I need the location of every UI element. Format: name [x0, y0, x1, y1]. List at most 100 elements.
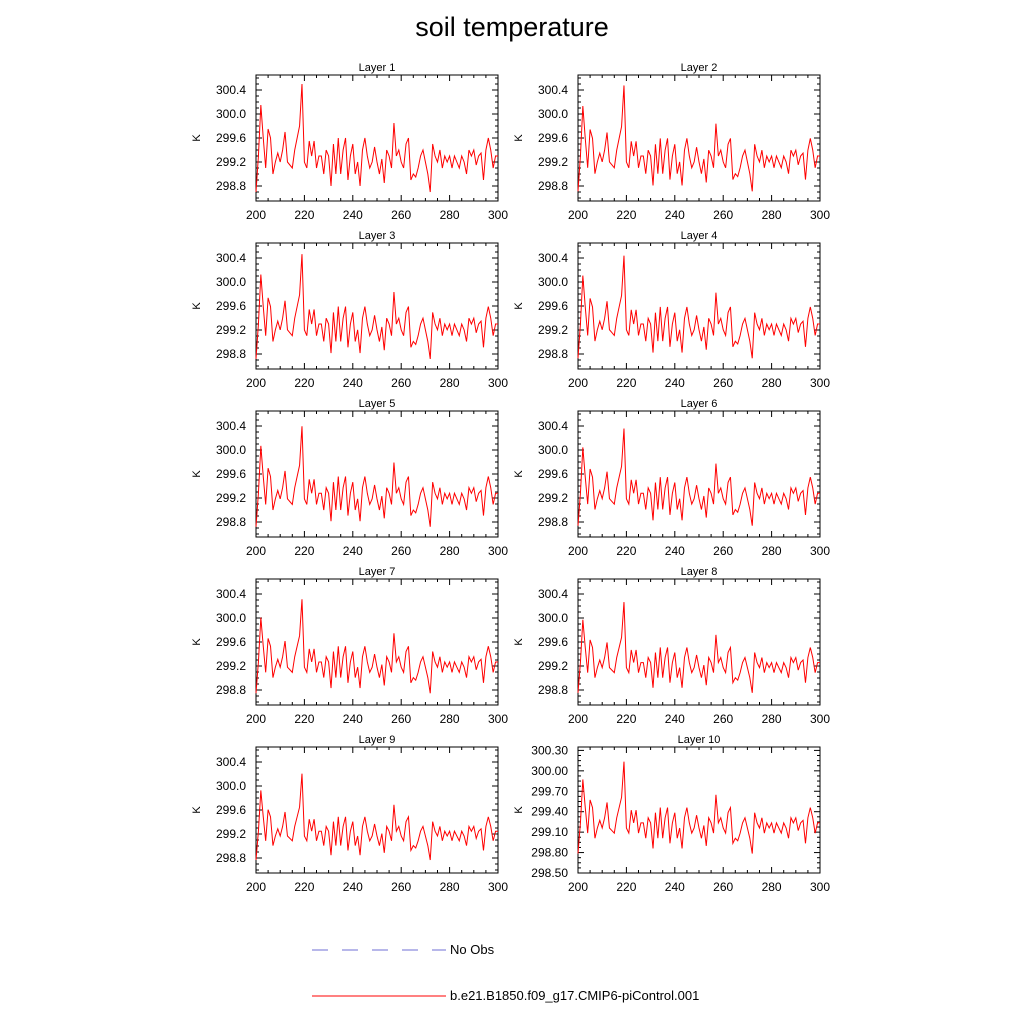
x-tick-label: 300 — [810, 376, 830, 390]
panel-title: Layer 5 — [359, 398, 396, 410]
plot-frame — [577, 74, 821, 202]
x-tick-label: 240 — [343, 712, 363, 726]
y-tick-label: 299.6 — [538, 635, 568, 649]
x-tick-label: 220 — [616, 376, 636, 390]
panel-layer-4: Layer 4 K 200 220 240 260 280 300 298.8 299.2 299.… — [513, 230, 830, 390]
panel-layer-2: Layer 2 K 200 220 240 260 280 300 298.8 299.2 299.… — [513, 62, 830, 222]
y-tick-label: 298.80 — [531, 846, 568, 860]
y-axis-label: K — [513, 806, 525, 814]
plot-frame — [577, 242, 821, 370]
x-tick-label: 200 — [568, 544, 588, 558]
x-tick-label: 240 — [343, 376, 363, 390]
panel-layer-8: Layer 8 K 200 220 240 260 280 300 298.8 299.2 299.… — [513, 566, 830, 726]
panel-title: Layer 7 — [359, 566, 396, 578]
x-tick-label: 280 — [440, 544, 460, 558]
y-tick-label: 299.2 — [216, 659, 246, 673]
x-tick-label: 200 — [568, 376, 588, 390]
y-tick-label: 300.4 — [216, 83, 246, 97]
panels-group: Layer 1 K 200 220 240 260 280 300 298.8 299.2 299.… — [191, 62, 830, 894]
y-tick-label: 298.8 — [538, 515, 568, 529]
x-tick-label: 300 — [810, 880, 830, 894]
x-tick-label: 200 — [568, 208, 588, 222]
y-axis-label: K — [191, 302, 203, 310]
y-axis-label: K — [513, 302, 525, 310]
x-tick-label: 300 — [488, 880, 508, 894]
x-tick-label: 220 — [616, 712, 636, 726]
x-tick-label: 300 — [488, 544, 508, 558]
y-tick-label: 298.8 — [216, 179, 246, 193]
x-tick-label: 300 — [488, 208, 508, 222]
y-tick-label: 299.6 — [216, 803, 246, 817]
y-tick-label: 300.4 — [538, 587, 568, 601]
y-tick-label: 299.70 — [531, 784, 568, 798]
panel-title: Layer 3 — [359, 230, 396, 242]
x-tick-label: 280 — [762, 208, 782, 222]
y-tick-label: 299.2 — [538, 491, 568, 505]
y-tick-label: 298.8 — [538, 683, 568, 697]
y-tick-label: 300.0 — [538, 275, 568, 289]
x-tick-label: 240 — [665, 376, 685, 390]
y-tick-label: 299.10 — [531, 825, 568, 839]
x-tick-label: 220 — [294, 208, 314, 222]
x-tick-label: 220 — [294, 544, 314, 558]
plot-frame — [577, 410, 821, 538]
legend-label-no-obs: No Obs — [450, 942, 495, 957]
series-line — [577, 602, 820, 693]
x-tick-label: 200 — [246, 208, 266, 222]
x-tick-label: 260 — [713, 880, 733, 894]
x-tick-label: 260 — [391, 376, 411, 390]
panel-layer-6: Layer 6 K 200 220 240 260 280 300 298.8 299.2 299.… — [513, 398, 830, 558]
y-tick-label: 299.2 — [216, 155, 246, 169]
y-tick-label: 298.8 — [538, 347, 568, 361]
x-tick-label: 280 — [762, 880, 782, 894]
y-tick-label: 300.0 — [216, 443, 246, 457]
x-tick-label: 300 — [810, 712, 830, 726]
y-tick-label: 300.4 — [538, 251, 568, 265]
y-tick-label: 300.4 — [538, 419, 568, 433]
x-tick-label: 260 — [391, 880, 411, 894]
y-tick-label: 298.8 — [216, 347, 246, 361]
x-tick-label: 300 — [810, 208, 830, 222]
y-tick-label: 300.0 — [538, 611, 568, 625]
y-axis-label: K — [513, 638, 525, 646]
y-tick-label: 300.0 — [538, 107, 568, 121]
y-tick-label: 299.6 — [538, 467, 568, 481]
y-axis-label: K — [513, 470, 525, 478]
panel-layer-9: Layer 9 K 200 220 240 260 280 300 298.8 299.2 299.… — [191, 734, 508, 894]
series-line — [577, 85, 820, 192]
x-tick-label: 280 — [440, 208, 460, 222]
x-tick-label: 260 — [391, 208, 411, 222]
series-line — [577, 761, 820, 854]
y-tick-label: 298.8 — [216, 515, 246, 529]
y-axis-label: K — [191, 638, 203, 646]
panel-layer-10: Layer 10 K 200 220 240 260 280 300 298.50 298.80 2… — [513, 734, 830, 894]
y-tick-label: 300.00 — [531, 764, 568, 778]
y-tick-label: 300.0 — [216, 275, 246, 289]
x-tick-label: 280 — [762, 376, 782, 390]
y-tick-label: 300.4 — [216, 251, 246, 265]
panel-layer-1: Layer 1 K 200 220 240 260 280 300 298.8 299.2 299.… — [191, 62, 508, 222]
panel-title: Layer 4 — [681, 230, 718, 242]
y-tick-label: 299.6 — [538, 131, 568, 145]
y-tick-label: 300.4 — [216, 755, 246, 769]
y-tick-label: 299.6 — [216, 299, 246, 313]
panel-title: Layer 2 — [681, 62, 718, 74]
y-tick-label: 299.40 — [531, 805, 568, 819]
panel-title: Layer 9 — [359, 734, 396, 746]
legend-lines — [312, 949, 446, 997]
y-axis-label: K — [191, 470, 203, 478]
plot-frame — [255, 242, 499, 370]
plot-frame — [255, 74, 499, 202]
x-tick-label: 260 — [713, 712, 733, 726]
x-tick-label: 240 — [665, 880, 685, 894]
x-tick-label: 220 — [616, 208, 636, 222]
panel-layer-7: Layer 7 K 200 220 240 260 280 300 298.8 299.2 299.… — [191, 566, 508, 726]
x-tick-label: 240 — [343, 208, 363, 222]
y-tick-label: 299.6 — [216, 467, 246, 481]
y-tick-label: 300.4 — [538, 83, 568, 97]
plot-frame — [255, 578, 499, 706]
y-tick-label: 300.4 — [216, 419, 246, 433]
y-tick-label: 299.6 — [216, 635, 246, 649]
x-tick-label: 300 — [488, 712, 508, 726]
